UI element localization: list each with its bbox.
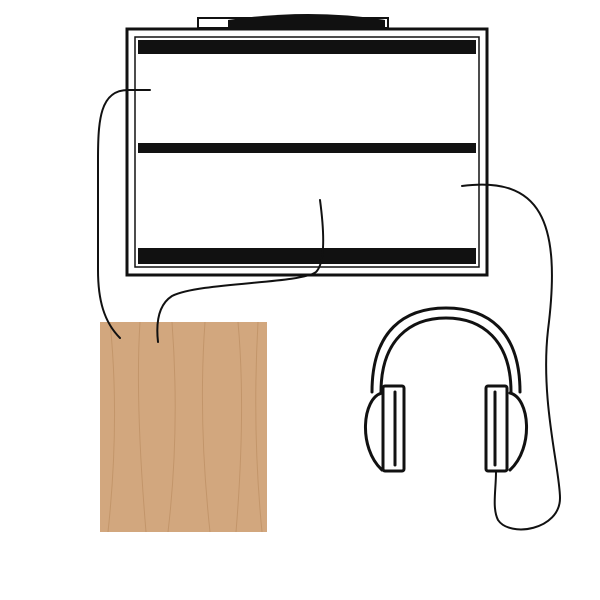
case-handle	[228, 14, 385, 28]
patch-cables	[97, 89, 562, 531]
headband-inner	[379, 316, 513, 394]
cable-synth-to-mixer-left	[97, 89, 151, 339]
right-ear-cup	[484, 384, 509, 473]
right-ear-cushion	[508, 391, 528, 472]
headband-outer	[370, 306, 522, 394]
wood-grain	[107, 321, 263, 533]
left-ear-cushion	[364, 391, 384, 472]
cable-synth-to-mixer-right	[156, 199, 325, 343]
modular-synth-case	[125, 14, 489, 277]
mixer-wood-board	[100, 322, 267, 532]
wooden-mixer-panel	[100, 321, 267, 533]
case-top-rail	[138, 40, 476, 54]
case-bottom-rail	[138, 248, 476, 264]
case-middle-rail	[138, 143, 476, 153]
left-ear-cup	[381, 384, 406, 473]
cable-synth-to-headphones	[461, 183, 562, 531]
headphones-icon	[364, 306, 528, 473]
